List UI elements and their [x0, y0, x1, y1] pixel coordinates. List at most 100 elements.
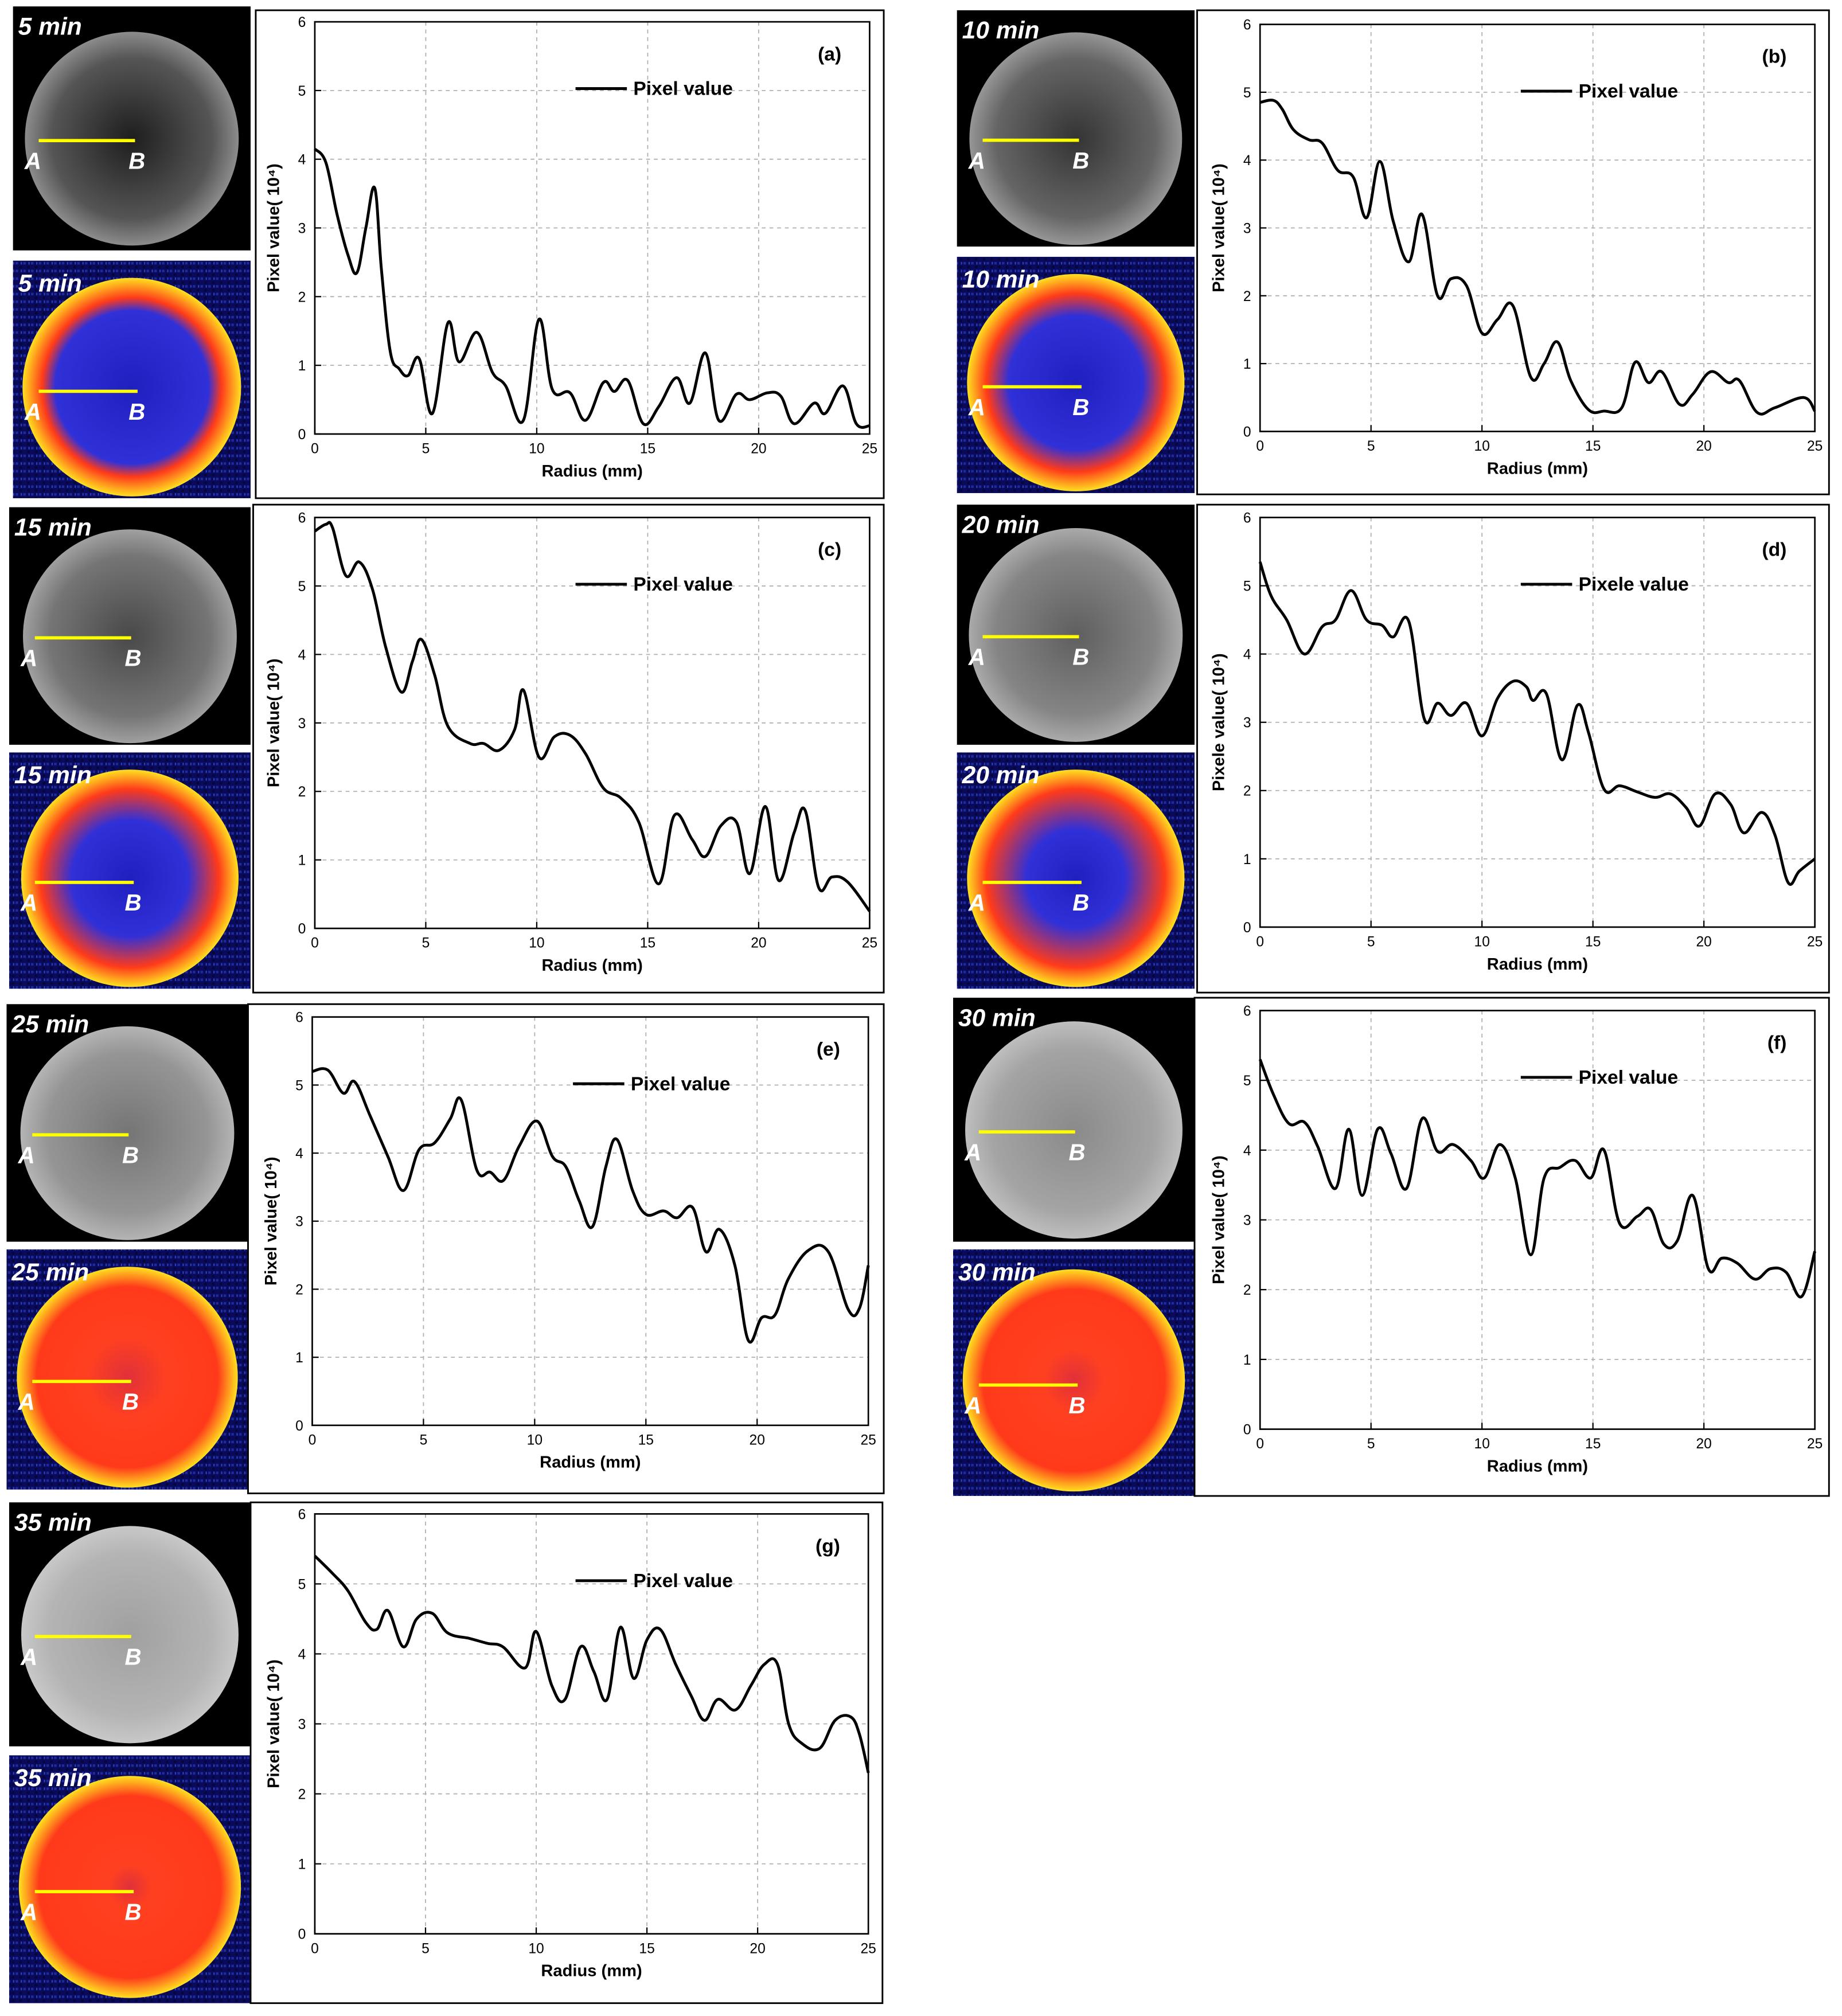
y-tick-label: 5	[295, 1078, 303, 1093]
x-tick-label: 0	[1256, 439, 1264, 454]
x-tick-label: 5	[422, 442, 430, 457]
y-tick-label: 5	[298, 579, 306, 595]
plot-area	[311, 1016, 869, 1427]
point-label: A	[964, 1393, 981, 1419]
y-tick-label: 0	[1243, 920, 1251, 936]
x-axis-label: Radius (mm)	[540, 1454, 641, 1472]
chart-frame	[1196, 503, 1830, 994]
y-tick-label: 2	[1243, 784, 1251, 799]
chart-frame	[1193, 997, 1830, 1497]
x-tick-label: 20	[751, 936, 766, 951]
y-axis-label: Pixele value( 10⁴)	[1210, 653, 1228, 791]
sample-color	[967, 769, 1185, 987]
y-tick-label: 6	[1243, 510, 1251, 526]
x-tick-label: 25	[860, 1941, 876, 1956]
y-tick-label: 0	[298, 427, 306, 443]
time-label: 30 min	[958, 1259, 1036, 1286]
y-tick-label: 2	[1243, 1283, 1251, 1298]
y-axis-label: Pixel value( 10⁴)	[264, 1659, 283, 1788]
time-label: 5 min	[18, 13, 82, 40]
x-axis-label: Radius (mm)	[542, 956, 643, 975]
x-tick-label: 15	[640, 936, 655, 951]
point-label: A	[20, 1899, 37, 1925]
x-tick-label: 25	[862, 442, 877, 457]
data-line	[314, 1554, 870, 1773]
x-axis-label: Radius (mm)	[1487, 1457, 1588, 1475]
x-tick-label: 10	[529, 442, 544, 457]
time-label: 10 min	[962, 17, 1040, 44]
x-tick-label: 25	[862, 936, 877, 951]
legend-label: Pixel value	[633, 1570, 733, 1592]
y-tick-label: 1	[1243, 852, 1251, 868]
y-tick-label: 2	[298, 1787, 306, 1803]
x-tick-label: 20	[750, 1941, 765, 1956]
point-label: B	[125, 646, 142, 671]
y-tick-label: 4	[1243, 647, 1251, 663]
sample-gray	[25, 32, 239, 246]
y-tick-label: 6	[298, 1507, 306, 1522]
plot-area	[1259, 517, 1816, 928]
data-line	[1258, 561, 1816, 886]
x-tick-label: 15	[1585, 935, 1601, 950]
point-label: B	[125, 1899, 142, 1925]
y-tick-label: 2	[298, 290, 306, 305]
plot-area	[314, 1513, 869, 1935]
point-label: A	[18, 1389, 35, 1415]
y-tick-label: 4	[295, 1146, 303, 1162]
panel-label: (g)	[815, 1536, 840, 1557]
point-label: B	[1072, 148, 1089, 174]
x-tick-label: 0	[311, 936, 319, 951]
chart-frame	[255, 9, 885, 499]
x-tick-label: 15	[1585, 1436, 1601, 1452]
sample-gray	[23, 529, 237, 744]
y-tick-label: 6	[1243, 1003, 1251, 1019]
panel-label: (f)	[1767, 1033, 1787, 1054]
y-tick-label: 1	[295, 1350, 303, 1366]
plot-area	[314, 21, 871, 435]
legend-label: Pixele value	[1579, 574, 1689, 595]
panel-label: (e)	[817, 1039, 840, 1060]
x-tick-label: 10	[1474, 439, 1490, 454]
y-tick-label: 2	[1243, 289, 1251, 304]
x-tick-label: 20	[751, 442, 766, 457]
point-label: A	[968, 148, 985, 174]
point-label: B	[1072, 644, 1089, 670]
x-axis-label: Radius (mm)	[1487, 459, 1588, 478]
y-axis-label: Pixel value( 10⁴)	[262, 1157, 280, 1286]
time-label: 20 min	[962, 511, 1040, 538]
y-tick-label: 6	[298, 15, 306, 30]
y-tick-label: 4	[1243, 153, 1251, 169]
y-axis-label: Pixel value( 10⁴)	[264, 163, 283, 292]
legend-label: Pixel value	[633, 79, 733, 100]
x-tick-label: 15	[638, 1432, 654, 1448]
x-axis-label: Radius (mm)	[542, 462, 643, 480]
y-tick-label: 0	[295, 1419, 303, 1434]
data-line	[1258, 1058, 1817, 1299]
y-axis-label: Pixel value( 10⁴)	[264, 658, 283, 787]
point-label: B	[125, 1644, 142, 1670]
x-tick-label: 20	[750, 1432, 765, 1448]
plot-area	[1259, 24, 1816, 432]
y-axis-label: Pixel value( 10⁴)	[1210, 1155, 1228, 1284]
point-label: A	[968, 644, 985, 670]
time-label: 10 min	[962, 266, 1040, 294]
y-tick-label: 3	[1243, 716, 1251, 731]
point-label: A	[24, 148, 41, 174]
data-line	[314, 521, 871, 912]
x-tick-label: 20	[1696, 1436, 1711, 1452]
point-label: B	[122, 1389, 139, 1415]
point-label: A	[964, 1139, 981, 1165]
time-label: 25 min	[11, 1011, 89, 1038]
sample-gray	[969, 528, 1183, 742]
point-label: B	[1072, 890, 1089, 916]
x-tick-label: 5	[422, 1941, 430, 1956]
y-tick-label: 0	[298, 921, 306, 937]
x-tick-label: 5	[420, 1432, 428, 1448]
panel-label: (d)	[1762, 540, 1787, 561]
y-axis-label: Pixel value( 10⁴)	[1210, 163, 1228, 292]
y-tick-label: 1	[1243, 357, 1251, 372]
plot-area	[314, 517, 871, 929]
legend-label: Pixel value	[633, 574, 733, 595]
legend-label: Pixel value	[631, 1073, 731, 1095]
